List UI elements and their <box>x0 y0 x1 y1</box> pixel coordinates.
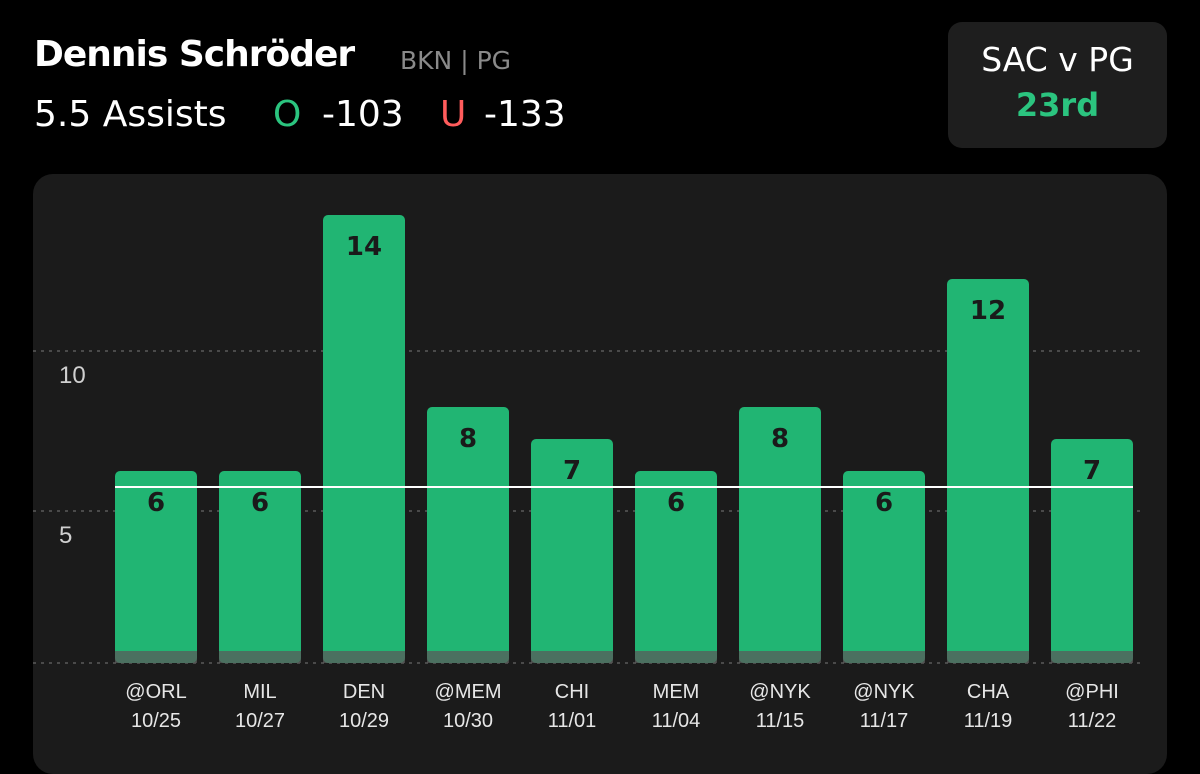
bar-0[interactable] <box>115 471 197 663</box>
bar-value-label: 12 <box>970 296 1006 326</box>
bar-base-8 <box>947 651 1029 663</box>
bar-base-6 <box>739 651 821 663</box>
player-name: Dennis Schröder <box>34 34 355 75</box>
bar-value-label: 7 <box>563 456 581 486</box>
y-tick-label: 10 <box>59 362 86 389</box>
prop-line: 5.5 Assists <box>34 94 227 135</box>
x-tick-opponent: CHI <box>555 681 589 703</box>
bar-base-0 <box>115 651 197 663</box>
x-tick-date: 11/22 <box>1068 710 1117 732</box>
bar-base-2 <box>323 651 405 663</box>
bar-4[interactable] <box>531 439 613 663</box>
x-tick-opponent: @MEM <box>435 681 502 703</box>
x-tick-date: 11/15 <box>756 710 805 732</box>
assists-bar-chart: 5 10 6 @ORL 10/25 6 MIL 10/27 14 DEN 10/29 8 @MEM 10/… <box>33 215 1143 732</box>
over-odds[interactable]: -103 <box>322 94 404 135</box>
bar-8[interactable] <box>947 279 1029 663</box>
x-tick-date: 10/30 <box>443 710 493 732</box>
matchup-card[interactable]: SAC v PG 23rd <box>948 22 1167 148</box>
bar-2[interactable] <box>323 215 405 663</box>
x-tick-date: 10/27 <box>235 710 285 732</box>
y-tick-label: 5 <box>59 522 72 549</box>
x-tick-opponent: MEM <box>653 681 700 703</box>
x-tick-opponent: @NYK <box>749 681 811 703</box>
bar-7[interactable] <box>843 471 925 663</box>
x-tick-date: 10/29 <box>339 710 389 732</box>
x-tick-date: 11/04 <box>652 710 701 732</box>
bar-value-label: 14 <box>346 232 382 262</box>
bar-base-7 <box>843 651 925 663</box>
x-tick-date: 11/19 <box>964 710 1013 732</box>
bar-value-label: 8 <box>459 424 477 454</box>
x-tick-date: 11/01 <box>548 710 597 732</box>
bar-1[interactable] <box>219 471 301 663</box>
bar-base-1 <box>219 651 301 663</box>
chart-panel: 5 10 6 @ORL 10/25 6 MIL 10/27 14 DEN 10/29 8 @MEM 10/… <box>33 174 1167 774</box>
bar-value-label: 6 <box>667 488 685 518</box>
bar-3[interactable] <box>427 407 509 663</box>
bar-value-label: 7 <box>1083 456 1101 486</box>
matchup-rank: 23rd <box>1015 86 1100 124</box>
bar-base-3 <box>427 651 509 663</box>
team-position: BKN | PG <box>400 46 512 75</box>
bar-base-4 <box>531 651 613 663</box>
x-tick-opponent: @NYK <box>853 681 915 703</box>
x-tick-opponent: @PHI <box>1065 681 1119 703</box>
bar-5[interactable] <box>635 471 717 663</box>
x-tick-date: 11/17 <box>860 710 909 732</box>
x-tick-date: 10/25 <box>131 710 181 732</box>
bar-value-label: 6 <box>875 488 893 518</box>
bar-6[interactable] <box>739 407 821 663</box>
bar-value-label: 8 <box>771 424 789 454</box>
bar-base-9 <box>1051 651 1133 663</box>
x-tick-opponent: CHA <box>967 681 1010 703</box>
bar-value-label: 6 <box>251 488 269 518</box>
bar-value-label: 6 <box>147 488 165 518</box>
x-tick-opponent: MIL <box>243 681 276 703</box>
under-icon[interactable]: U <box>440 94 467 135</box>
x-tick-opponent: DEN <box>343 681 385 703</box>
matchup-title: SAC v PG <box>981 40 1134 79</box>
bar-9[interactable] <box>1051 439 1133 663</box>
x-tick-opponent: @ORL <box>125 681 186 703</box>
bar-base-5 <box>635 651 717 663</box>
over-icon[interactable]: O <box>273 94 302 135</box>
under-odds[interactable]: -133 <box>484 94 566 135</box>
